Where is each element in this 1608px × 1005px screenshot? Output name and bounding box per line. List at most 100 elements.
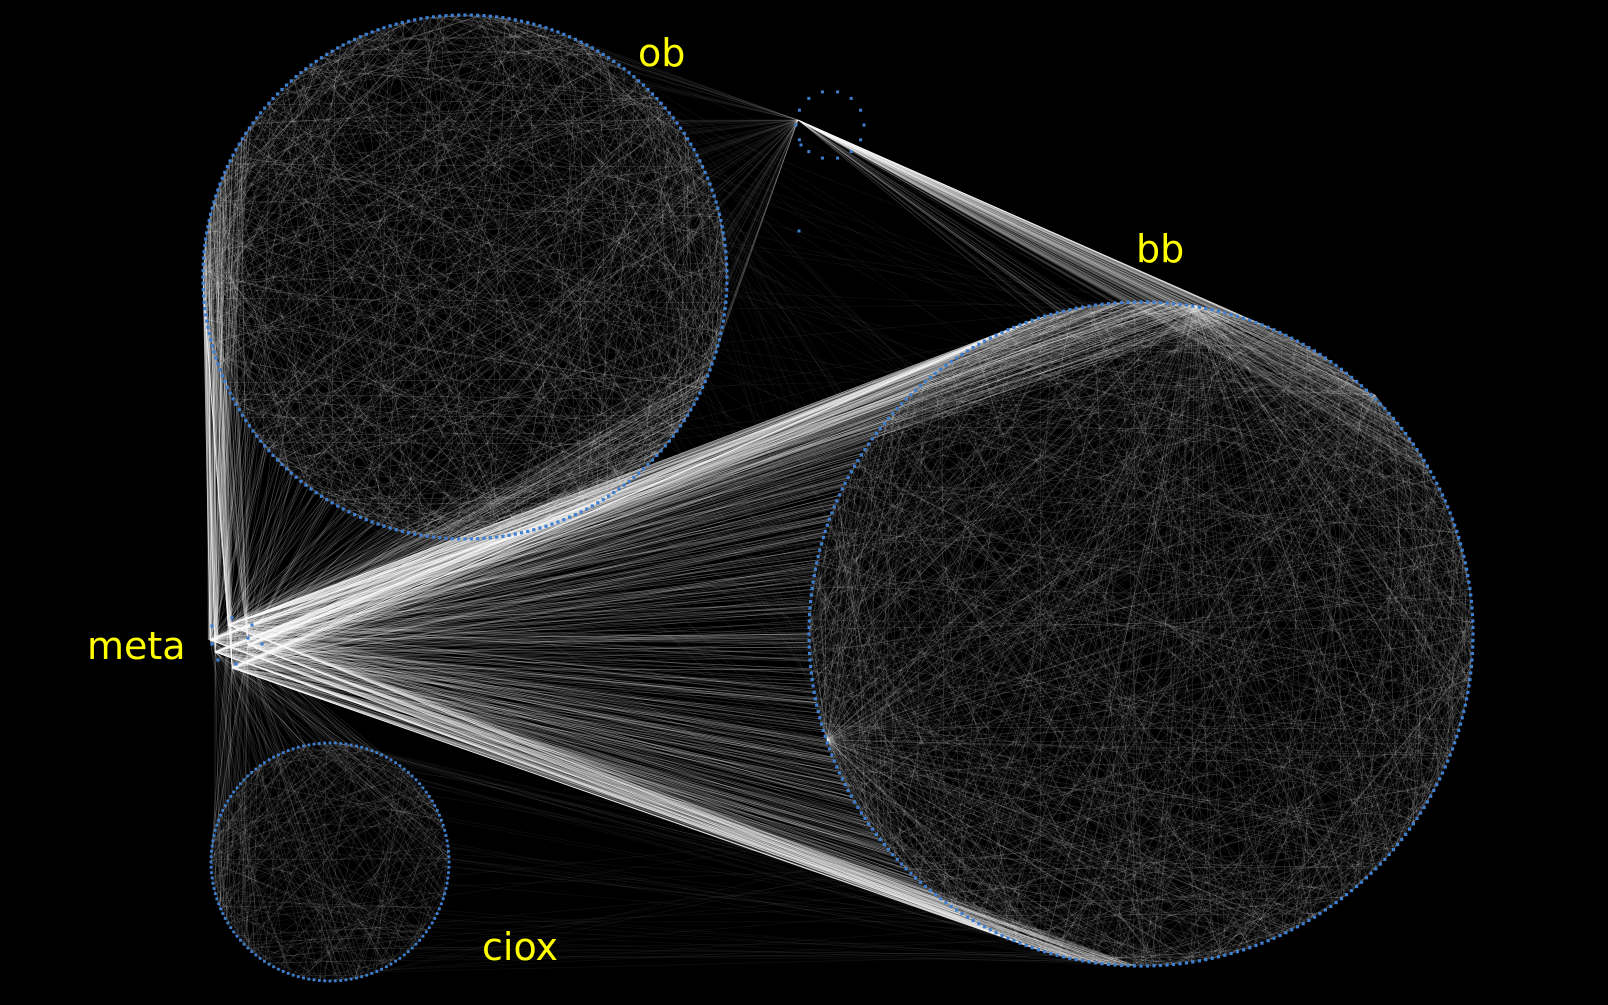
meta-ob-edge — [227, 387, 233, 669]
ob-bb-edge — [505, 18, 815, 574]
meta-bb-edge — [227, 309, 1069, 626]
bb-node — [1093, 961, 1098, 965]
bb-internal-edge — [1008, 379, 1355, 939]
meta-bb-edge — [214, 651, 846, 785]
ciox-node — [360, 745, 364, 749]
small-bb-edge — [797, 119, 1062, 312]
bb-node — [1378, 402, 1382, 406]
meta-ob-edge — [227, 532, 525, 626]
meta-bb-edge — [227, 624, 948, 904]
ciox-internal-edge — [212, 839, 219, 903]
ob-internal-edge — [426, 17, 724, 319]
meta-ob-edge — [240, 140, 249, 646]
bb-internal-edge — [825, 530, 1239, 952]
bb-internal-edge — [815, 353, 964, 701]
bb-internal-edge — [1211, 309, 1449, 761]
bb-hub-edge — [826, 554, 1464, 741]
ciox-bb-edge — [218, 904, 1148, 967]
bb-node — [846, 475, 850, 480]
bb-internal-edge — [1427, 714, 1464, 802]
bb-hub-edge — [809, 304, 1195, 652]
small-ob-edge — [221, 119, 799, 375]
bb-node — [994, 931, 998, 935]
ob-node — [538, 24, 542, 28]
meta-ob-edge — [214, 538, 476, 653]
meta-ob-edge — [247, 474, 638, 646]
ciox-internal-edge — [217, 764, 263, 823]
bb-node — [918, 880, 923, 884]
bb-internal-edge — [1339, 368, 1468, 575]
bb-internal-edge — [829, 517, 922, 884]
ob-bb-edge — [202, 279, 1426, 806]
meta-bb-edge — [227, 624, 946, 903]
ciox-internal-edge — [372, 768, 404, 974]
bb-internal-edge — [902, 865, 1030, 947]
small-ob-edge — [726, 119, 799, 282]
ob-internal-edge — [297, 44, 587, 77]
bb-internal-edge — [814, 695, 1208, 960]
ciox-internal-edge — [322, 742, 450, 859]
bb-hub-edge — [826, 599, 1472, 741]
meta-bb-edge — [231, 336, 993, 669]
ciox-bb-edge — [371, 750, 1036, 949]
ciox-node — [223, 804, 227, 807]
ciox-internal-edge — [353, 745, 436, 808]
meta-bb-edge — [227, 336, 994, 626]
meta-bb-edge — [209, 633, 810, 641]
meta-ob-edge — [227, 481, 302, 626]
ciox-internal-edge — [354, 785, 422, 979]
bb-hub-edge — [826, 420, 1396, 741]
small-bb-edge — [797, 119, 1063, 312]
ob-internal-edge — [238, 145, 722, 334]
ob-bb-edge — [203, 295, 1419, 453]
ob-internal-edge — [277, 20, 410, 94]
ciox-bb-edge — [412, 941, 1017, 949]
bb-internal-edge — [846, 418, 1394, 482]
meta-bb-edge — [209, 606, 811, 641]
meta-bb-edge — [214, 465, 856, 653]
bb-internal-edge — [812, 582, 1471, 674]
ob-internal-edge — [223, 175, 368, 521]
ciox-internal-edge — [298, 848, 449, 978]
meta-ob-edge — [209, 409, 692, 641]
ciox-node — [272, 755, 275, 759]
meta-ciox-edge — [231, 667, 322, 981]
small-ob-edge — [720, 119, 799, 334]
ob-node — [650, 92, 655, 96]
ob-internal-edge — [303, 15, 481, 71]
small-ob-edge — [275, 119, 799, 458]
meta-ciox-edge — [247, 644, 351, 980]
bb-node — [928, 889, 932, 893]
meta-bb-edge — [209, 455, 861, 641]
small-bb-edge — [797, 119, 1358, 383]
meta-bb-edge — [227, 303, 1175, 626]
ob-internal-edge — [458, 128, 682, 540]
bb-internal-edge — [842, 377, 1353, 780]
meta-bb-edge — [247, 345, 977, 646]
bb-internal-edge — [818, 358, 956, 714]
meta-bb-edge — [209, 316, 1045, 641]
ob-node — [388, 24, 392, 28]
ob-internal-edge — [274, 456, 500, 538]
meta-ob-edge — [247, 425, 250, 646]
meta-ob-edge — [247, 516, 571, 646]
meta-bb-edge — [209, 444, 869, 641]
ciox-node — [349, 743, 353, 747]
meta-bb-edge — [209, 305, 1191, 641]
small-ob-edge — [726, 119, 799, 297]
bb-node — [1471, 632, 1475, 636]
meta-ob-edge — [247, 450, 662, 646]
meta-ob-edge — [209, 492, 317, 641]
ob-internal-edge — [600, 261, 727, 502]
ob-internal-edge — [202, 37, 574, 276]
meta-bb-edge — [209, 302, 1157, 641]
meta-ob-edge — [227, 538, 473, 626]
ob-node — [444, 14, 448, 18]
meta-ob-edge — [209, 444, 264, 641]
meta-bb-edge — [247, 601, 811, 646]
small-ob-edge — [718, 119, 799, 345]
bb-internal-edge — [823, 536, 1467, 701]
ob-bb-edge — [721, 226, 1428, 803]
ob-node — [488, 536, 492, 540]
ob-internal-edge — [228, 35, 364, 165]
